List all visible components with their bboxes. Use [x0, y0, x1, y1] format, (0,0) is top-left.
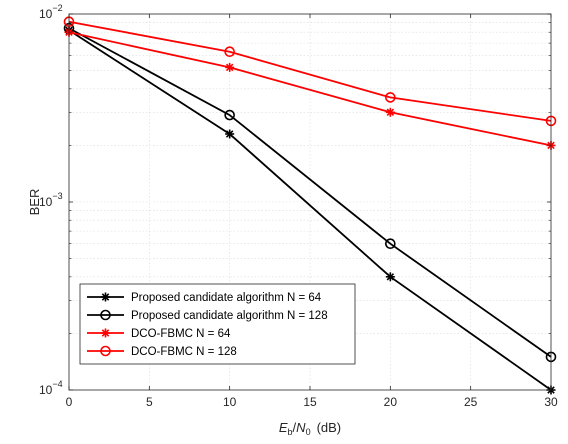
x-label-unit: (dB): [317, 420, 342, 435]
y-tick-base: 10: [39, 7, 53, 21]
marker-stroke: [225, 63, 234, 72]
y-tick-base: 10: [39, 195, 53, 209]
y-tick-exponent: −3: [52, 191, 62, 201]
legend-marker: [100, 345, 111, 357]
x-label-slash: /: [293, 420, 297, 435]
x-tick-label: 15: [303, 395, 317, 409]
series-line: [68, 29, 552, 391]
data-point: [225, 129, 235, 139]
x-tick-label: 25: [464, 395, 478, 409]
legend-entry-2: Proposed candidate algorithm N = 128: [87, 309, 328, 322]
legend-entry-4: DCO-FBMC N = 128: [87, 345, 237, 358]
x-tick-label: 20: [384, 395, 398, 409]
legend-label: Proposed candidate algorithm N = 64: [131, 292, 322, 304]
legend-label: DCO-FBMC N = 64: [131, 328, 231, 340]
marker-stroke: [101, 293, 110, 301]
data-point: [385, 272, 395, 282]
legend-entries: Proposed candidate algorithm N = 64 Propo…: [87, 292, 328, 358]
legend-box: [79, 283, 356, 365]
legend-entry-1: Proposed candidate algorithm N = 64: [87, 292, 322, 304]
series-1: [64, 25, 556, 395]
data-point: [225, 62, 235, 72]
x-axis-label: Eb/N0 (dB): [279, 420, 341, 437]
y-tick-base: 10: [39, 383, 53, 397]
y-tick-exponent: −2: [52, 3, 62, 13]
marker-stroke: [386, 108, 395, 117]
x-tick-label: 0: [66, 395, 73, 409]
legend-label: DCO-FBMC N = 128: [131, 346, 237, 358]
y-tick-exponent: −4: [52, 379, 62, 389]
x-tick-label: 5: [146, 395, 153, 409]
legend: Proposed candidate algorithm N = 64 Propo…: [79, 283, 356, 365]
legend-entry-3: DCO-FBMC N = 64: [87, 328, 231, 340]
data-point: [385, 238, 396, 250]
legend-marker: [101, 292, 110, 302]
y-tick-labels: 10−210−310−4: [39, 3, 63, 397]
y-tick-label: 10−2: [39, 3, 63, 21]
y-tick-label: 10−3: [39, 191, 63, 209]
x-tick-label: 30: [544, 395, 558, 409]
x-label-zero: 0: [306, 427, 311, 437]
x-tick-labels: 0 5 10 15 20 25 30: [66, 395, 558, 409]
y-tick-label: 10−4: [39, 379, 63, 397]
data-point: [385, 107, 395, 117]
x-label-b: b: [288, 427, 293, 437]
series-line: [68, 20, 552, 122]
x-label-n: N: [296, 420, 306, 435]
data-point: [224, 109, 235, 121]
marker-stroke: [386, 273, 395, 281]
data-point: [224, 46, 235, 58]
series-line: [68, 31, 552, 147]
y-axis-label: BER: [27, 189, 42, 216]
legend-marker: [101, 328, 110, 338]
marker-stroke: [225, 130, 234, 138]
series-layer: [63, 16, 557, 395]
data-point: [385, 92, 396, 103]
legend-marker: [100, 309, 111, 321]
tick-marks: [68, 13, 552, 391]
x-tick-label: 10: [223, 395, 237, 409]
series-line: [68, 27, 552, 358]
marker-stroke: [101, 329, 110, 337]
legend-label: Proposed candidate algorithm N = 128: [131, 310, 328, 322]
x-label-e: E: [279, 420, 288, 435]
